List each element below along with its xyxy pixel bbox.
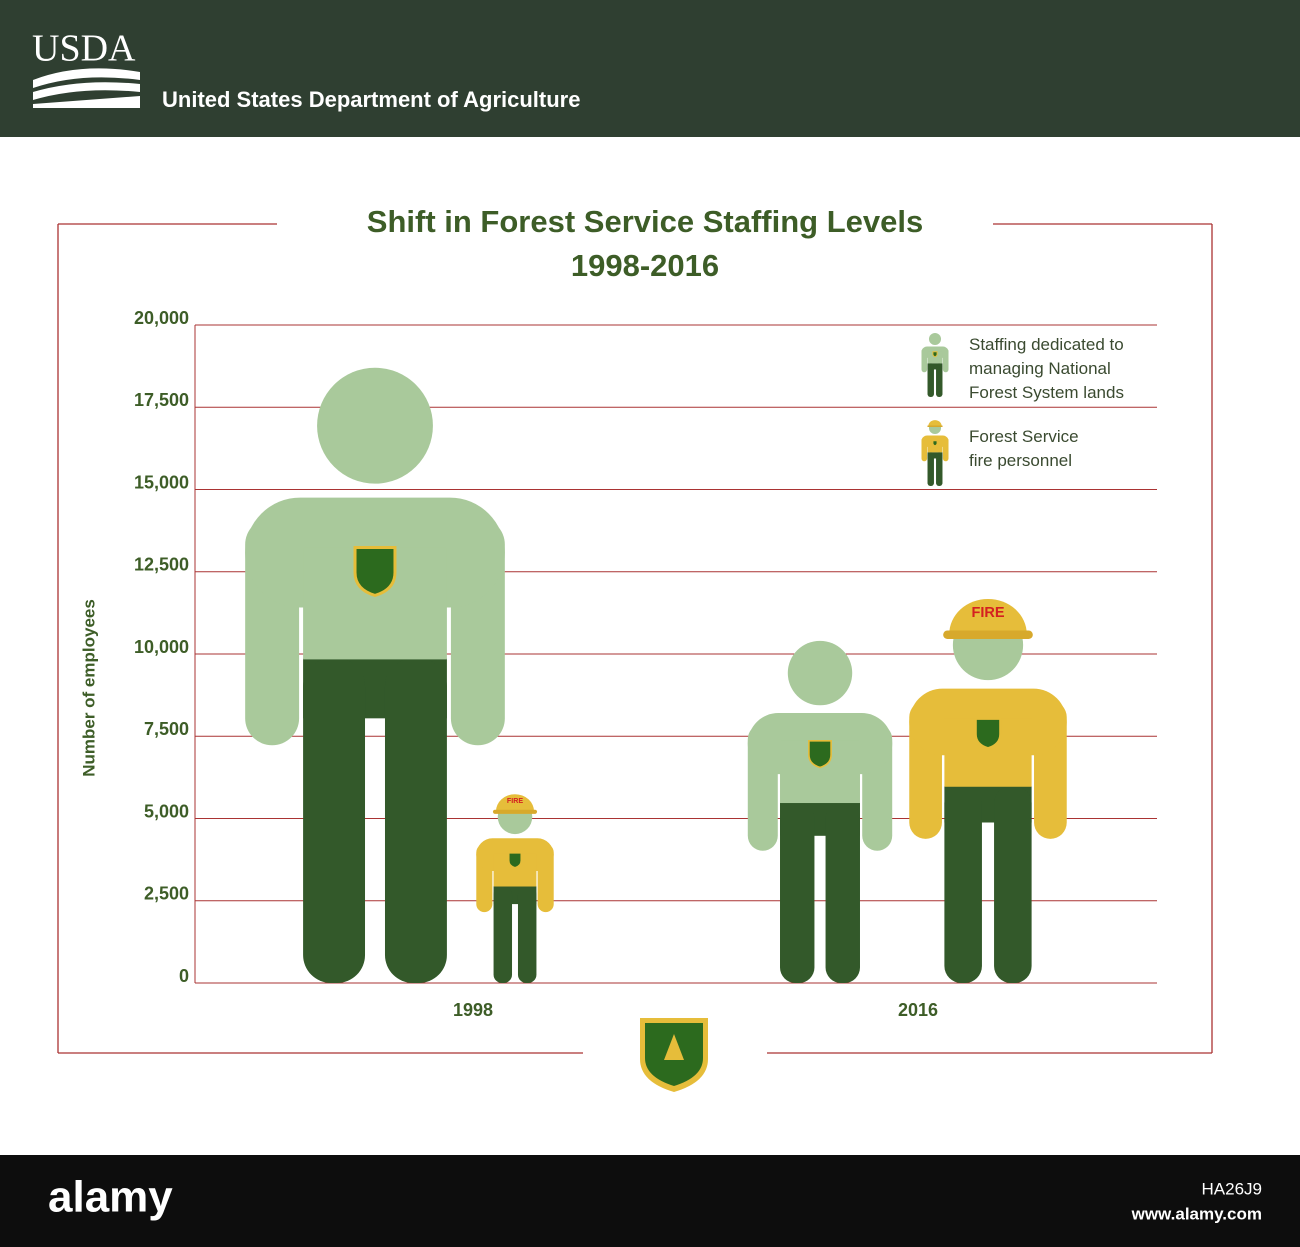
figure-part bbox=[808, 739, 832, 769]
header-band bbox=[0, 0, 1300, 137]
figure-part bbox=[928, 420, 942, 427]
helmet-label: FIRE bbox=[507, 797, 523, 805]
figure-part bbox=[927, 440, 943, 453]
frame bbox=[57, 223, 1213, 1054]
y-tick-label: 5,000 bbox=[144, 801, 189, 821]
figure-part bbox=[317, 367, 433, 484]
helmet-label: FIRE bbox=[971, 605, 1004, 621]
figure-part bbox=[787, 640, 853, 706]
figure-part bbox=[932, 440, 938, 447]
figure: FIRE bbox=[476, 794, 554, 983]
figure-part bbox=[928, 333, 942, 346]
y-tick-label: 20,000 bbox=[134, 308, 189, 328]
legend-icon bbox=[921, 420, 949, 486]
usda-swoosh bbox=[33, 68, 140, 108]
figure-part bbox=[949, 599, 1027, 635]
figure-part bbox=[943, 630, 1033, 639]
figure-part bbox=[927, 452, 943, 459]
figure-part bbox=[932, 351, 938, 358]
figure-part bbox=[927, 363, 934, 397]
y-tick-label: 12,500 bbox=[134, 555, 189, 575]
footer-band bbox=[0, 1155, 1300, 1247]
figure bbox=[245, 367, 505, 983]
figure: FIRE bbox=[909, 599, 1067, 983]
figure-part bbox=[493, 886, 513, 983]
figure-part bbox=[825, 802, 860, 983]
agency-name: United States Department of Agriculture bbox=[162, 87, 580, 112]
y-axis-title: Number of employees bbox=[79, 599, 98, 777]
figure-part bbox=[780, 802, 815, 983]
x-tick-label: 1998 bbox=[453, 1000, 493, 1020]
figure-part bbox=[384, 658, 447, 983]
footer-url: www.alamy.com bbox=[1131, 1204, 1262, 1223]
figure-part bbox=[303, 658, 366, 983]
legend-entry: Staffing dedicated to managing National … bbox=[969, 335, 1124, 402]
figure-part bbox=[495, 794, 535, 812]
footer-brand: alamy bbox=[48, 1173, 173, 1222]
image-id: HA26J9 bbox=[1202, 1179, 1262, 1198]
y-tick-label: 17,500 bbox=[134, 390, 189, 410]
figure-part bbox=[927, 363, 943, 370]
figure-part bbox=[936, 452, 943, 486]
figure-part bbox=[927, 351, 943, 364]
legend-icon bbox=[921, 333, 949, 397]
figure-part bbox=[353, 546, 397, 598]
y-tick-label: 15,000 bbox=[134, 472, 189, 492]
figure-part bbox=[927, 425, 943, 427]
usfs-shield bbox=[640, 1018, 708, 1092]
chart-title: Shift in Forest Service Staffing Levels bbox=[367, 204, 923, 239]
y-tick-label: 0 bbox=[179, 966, 189, 986]
figure-part bbox=[508, 852, 522, 868]
figure-part bbox=[994, 786, 1032, 983]
figure bbox=[747, 640, 893, 983]
y-tick-label: 7,500 bbox=[144, 719, 189, 739]
usda-logo: USDA bbox=[32, 28, 136, 70]
figure-part bbox=[944, 786, 982, 983]
y-tick-label: 10,000 bbox=[134, 637, 189, 657]
legend-entry: Forest Service fire personnel bbox=[969, 427, 1079, 470]
figure-part bbox=[517, 886, 537, 983]
figure-part bbox=[974, 718, 1002, 749]
figure-part bbox=[936, 363, 943, 397]
figure-part bbox=[927, 452, 934, 486]
x-tick-label: 2016 bbox=[898, 1000, 938, 1020]
figure-part bbox=[492, 809, 538, 814]
chart-subtitle: 1998-2016 bbox=[571, 248, 719, 283]
y-tick-label: 2,500 bbox=[144, 884, 189, 904]
